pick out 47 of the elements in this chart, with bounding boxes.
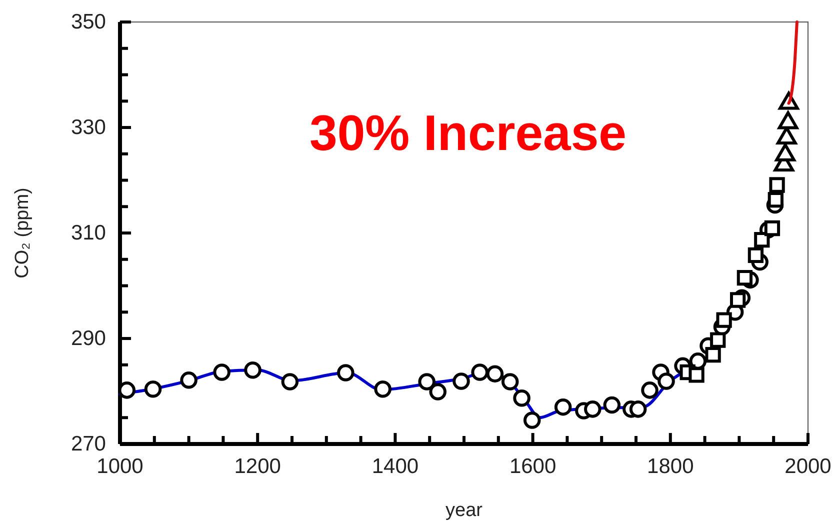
point xyxy=(768,192,784,208)
y-tick-label: 350 xyxy=(70,10,106,34)
point xyxy=(710,332,726,348)
x-tick-label: 1600 xyxy=(509,454,556,478)
annotation: 30% Increase xyxy=(310,105,626,161)
point xyxy=(603,396,621,414)
point xyxy=(144,380,162,398)
point xyxy=(730,292,746,308)
y-tick-label: 290 xyxy=(70,327,106,350)
point xyxy=(658,372,675,390)
point xyxy=(641,382,658,399)
point xyxy=(705,347,721,363)
point xyxy=(418,373,436,390)
point xyxy=(281,373,299,390)
y-axis-title: CO₂ (ppm) xyxy=(12,188,33,278)
point xyxy=(429,383,446,400)
point xyxy=(523,412,541,429)
point xyxy=(471,364,488,381)
point xyxy=(501,373,519,390)
point xyxy=(244,362,262,379)
y-tick-label: 310 xyxy=(70,222,106,245)
x-tick-label: 1800 xyxy=(647,454,694,478)
point xyxy=(486,365,504,382)
point xyxy=(584,400,602,418)
point xyxy=(452,372,470,390)
y-tick-label: 330 xyxy=(70,116,106,140)
x-tick-label: 1000 xyxy=(96,454,144,478)
point xyxy=(629,400,647,418)
x-axis-title: year xyxy=(446,500,484,521)
point xyxy=(688,367,704,383)
point xyxy=(769,177,785,193)
point xyxy=(764,220,780,236)
point xyxy=(374,380,392,398)
point xyxy=(337,364,354,382)
y-tick-label: 270 xyxy=(70,432,106,456)
x-tick-label: 1200 xyxy=(234,454,281,478)
point xyxy=(716,312,732,328)
point xyxy=(513,389,530,407)
point xyxy=(180,372,198,389)
point xyxy=(213,364,230,381)
point xyxy=(736,270,753,286)
point xyxy=(554,398,572,416)
x-tick-label: 1400 xyxy=(372,454,419,478)
point xyxy=(118,382,136,399)
x-tick-label: 2000 xyxy=(784,454,832,478)
point xyxy=(754,232,770,248)
point xyxy=(748,247,764,263)
